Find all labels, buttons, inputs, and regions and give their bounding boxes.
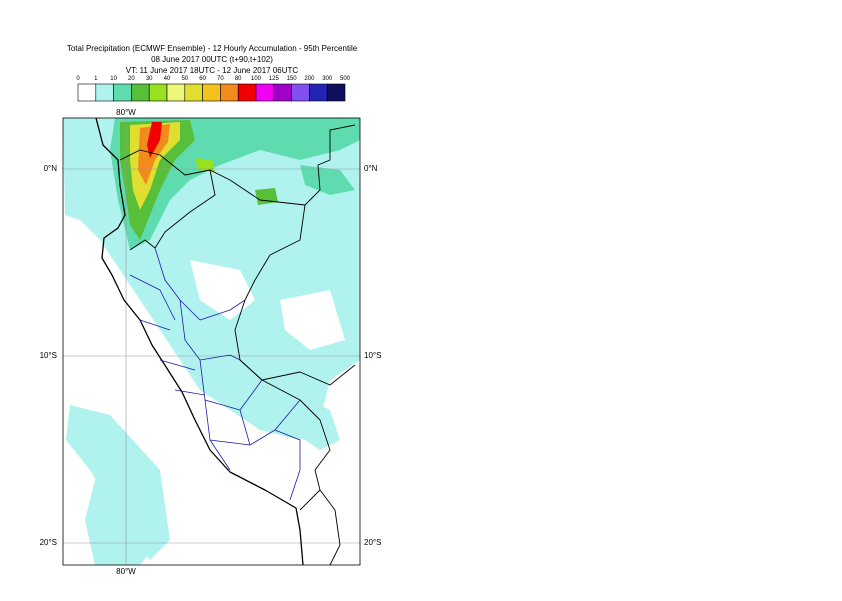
legend-swatch xyxy=(77,83,97,102)
legend-swatch xyxy=(326,83,346,102)
legend-swatch xyxy=(113,83,132,102)
lat-label: 0°N xyxy=(44,164,58,173)
legend-swatch xyxy=(202,83,221,102)
precip-cyan xyxy=(250,380,340,450)
legend-swatch xyxy=(184,83,203,102)
legend-tick-label: 125 xyxy=(269,76,280,82)
lat-label: 20°S xyxy=(364,538,381,547)
legend-swatch xyxy=(131,83,150,102)
precip-white xyxy=(190,260,255,320)
legend: 0 1 10 20 30 40 50 60 70 80 100 125 150 200 300 500 xyxy=(76,76,351,102)
legend-tick-label: 200 xyxy=(304,76,315,82)
title-line: 08 June 2017 00UTC (t+90,t+102) xyxy=(151,55,273,64)
legend-swatch xyxy=(148,83,168,102)
legend-tick-label: 20 xyxy=(128,76,135,82)
legend-tick-label: 1 xyxy=(94,76,98,82)
legend-tick-label: 30 xyxy=(146,76,153,82)
title-block: Total Precipitation (ECMWF Ensemble) - 1… xyxy=(67,44,358,75)
title-line: Total Precipitation (ECMWF Ensemble) - 1… xyxy=(67,44,358,53)
legend-swatch xyxy=(309,83,328,102)
lon-label: 80°W xyxy=(116,108,136,117)
legend-tick-label: 60 xyxy=(199,76,206,82)
lon-label: 80°W xyxy=(116,567,136,576)
precip-white xyxy=(280,290,345,350)
lat-label: 10°S xyxy=(40,351,57,360)
border xyxy=(119,149,216,251)
precip-orange xyxy=(138,124,170,185)
legend-swatch xyxy=(255,83,275,102)
border xyxy=(239,359,356,386)
precip-teal xyxy=(300,165,355,195)
map-area xyxy=(63,118,360,565)
legend-swatch xyxy=(291,83,310,102)
precip-cyan xyxy=(85,460,160,565)
legend-tick-label: 80 xyxy=(235,76,242,82)
border xyxy=(319,489,341,565)
legend-swatch xyxy=(273,83,292,102)
legend-tick-label: 150 xyxy=(287,76,298,82)
legend-tick-label: 40 xyxy=(164,76,171,82)
legend-tick-label: 0 xyxy=(76,76,80,82)
lat-label: 20°S xyxy=(40,538,57,547)
border xyxy=(304,124,356,206)
map-frame xyxy=(62,117,361,566)
legend-swatch xyxy=(237,83,257,102)
legend-swatch xyxy=(220,83,239,102)
legend-swatch xyxy=(166,83,186,102)
border xyxy=(209,169,331,511)
legend-swatch xyxy=(95,83,114,102)
legend-tick-label: 10 xyxy=(110,76,117,82)
region-boundary xyxy=(129,274,206,396)
precip-green xyxy=(255,188,278,205)
legend-tick-label: 50 xyxy=(181,76,188,82)
legend-tick-label: 70 xyxy=(217,76,224,82)
lat-label: 10°S xyxy=(364,351,381,360)
legend-tick-label: 100 xyxy=(251,76,262,82)
region-boundary xyxy=(154,247,301,501)
precip-red xyxy=(147,122,162,158)
lat-label: 0°N xyxy=(364,164,378,173)
legend-tick-label: 300 xyxy=(322,76,333,82)
precip-green xyxy=(195,158,215,172)
title-line: VT: 11 June 2017 18UTC - 12 June 2017 06… xyxy=(126,66,299,75)
legend-tick-label: 500 xyxy=(340,76,351,82)
